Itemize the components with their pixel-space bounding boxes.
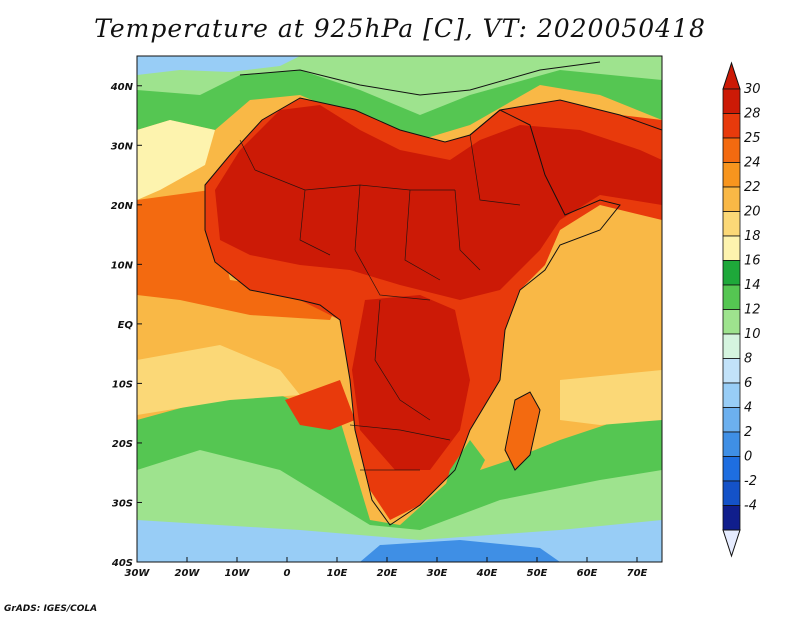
lon-tick-label: 20E [377,568,398,579]
colorbar-swatch [722,186,741,212]
indian-ocean-mild [560,370,662,425]
lon-tick-label: 60E [577,568,598,579]
colorbar-label: 14 [744,278,761,293]
lon-tick-label: 50E [527,568,548,579]
colorbar-label: -4 [744,499,757,514]
colorbar-label: -2 [744,474,757,489]
colorbar-swatch [722,358,741,384]
lon-tick-label: 10E [327,568,348,579]
colorbar-label: 25 [744,131,761,146]
north-atlantic-cold [137,56,300,75]
colorbar-swatch [722,235,741,261]
country-borders [239,134,521,471]
latitude-ticks: 40N 30N 20N 10N EQ 10S 20S 30S 40S [110,82,142,569]
lat-tick-label: 20S [112,439,133,450]
colorbar-label: 30 [744,82,761,97]
lat-tick-label: 40N [110,82,134,93]
colorbar-swatch [722,480,741,506]
colorbar-swatch [722,211,741,237]
colorbar-bottom-arrow [722,529,741,558]
colorbar-swatch [722,260,741,286]
lon-tick-label: 10W [225,568,251,579]
africa-coastline [204,97,621,526]
tropical-atlantic-warm [137,190,340,320]
colorbar-swatch [722,407,741,433]
colorbar-swatch [722,137,741,163]
colorbar-label: 2 [744,425,752,440]
north-cooler-belt [137,56,662,115]
colorbar-label: 20 [744,205,761,220]
colorbar-swatch [722,382,741,408]
angola-coast-warm [285,380,355,430]
europe-coast [239,61,601,96]
canary-current [137,120,215,200]
map-field [137,56,662,562]
colorbar-swatch [722,284,741,310]
lat-tick-label: 20N [111,201,134,212]
colorbar-label: 24 [744,156,761,171]
credit-text: GrADS: IGES/COLA [4,604,98,614]
colorbar-label: 22 [744,180,761,195]
middle-east-coast [469,99,662,136]
lon-tick-label: 40E [476,568,498,579]
colorbar-label: 12 [744,303,761,318]
colorbar-swatch [722,333,741,359]
lat-tick-label: EQ [118,320,134,331]
sahara-hot-core [215,105,662,300]
madagascar-coastline [504,391,541,471]
chart-title: Temperature at 925hPa [C], VT: 202005041… [94,14,706,43]
colorbar-label: 0 [744,450,752,465]
colorbar-swatch [722,162,741,188]
colorbar-label: 18 [744,229,761,244]
colorbar-swatch [722,505,741,531]
lon-tick-label: 30E [427,568,448,579]
southern-ocean-colder [360,540,560,562]
lat-tick-label: 30N [111,141,134,152]
mozambique-channel-cool [440,440,485,505]
colorbar-label: 10 [744,327,761,342]
lat-tick-label: 30S [112,498,133,509]
colorbar-label: 28 [744,107,761,122]
lon-tick-label: 30W [125,568,151,579]
south-atlantic-mild [137,345,300,415]
colorbar-top-arrow [722,61,741,90]
colorbar-label: 8 [744,352,752,367]
central-africa-hot [352,295,470,470]
plot-frame [136,55,663,563]
colorbar-label: 16 [744,254,761,269]
colorbar-swatch [722,88,741,114]
colorbar-swatch [722,431,741,457]
coastlines [204,61,662,526]
colorbar-label: 6 [744,376,752,391]
longitude-ticks: 30W 20W 10W 0 10E 20E 30E 40E 50E 60E 70E [125,557,648,579]
colorbar-swatch [722,309,741,335]
lon-tick-label: 0 [284,568,291,579]
madagascar-land [505,392,540,470]
colorbar-swatch [722,456,741,482]
colorbar-label: 4 [744,401,752,416]
lat-tick-label: 10N [111,260,134,271]
lon-tick-label: 20W [175,568,201,579]
lat-tick-label: 10S [112,379,133,390]
colorbar-swatch [722,113,741,139]
lon-tick-label: 70E [627,568,648,579]
lat-tick-label: 40S [111,558,133,569]
